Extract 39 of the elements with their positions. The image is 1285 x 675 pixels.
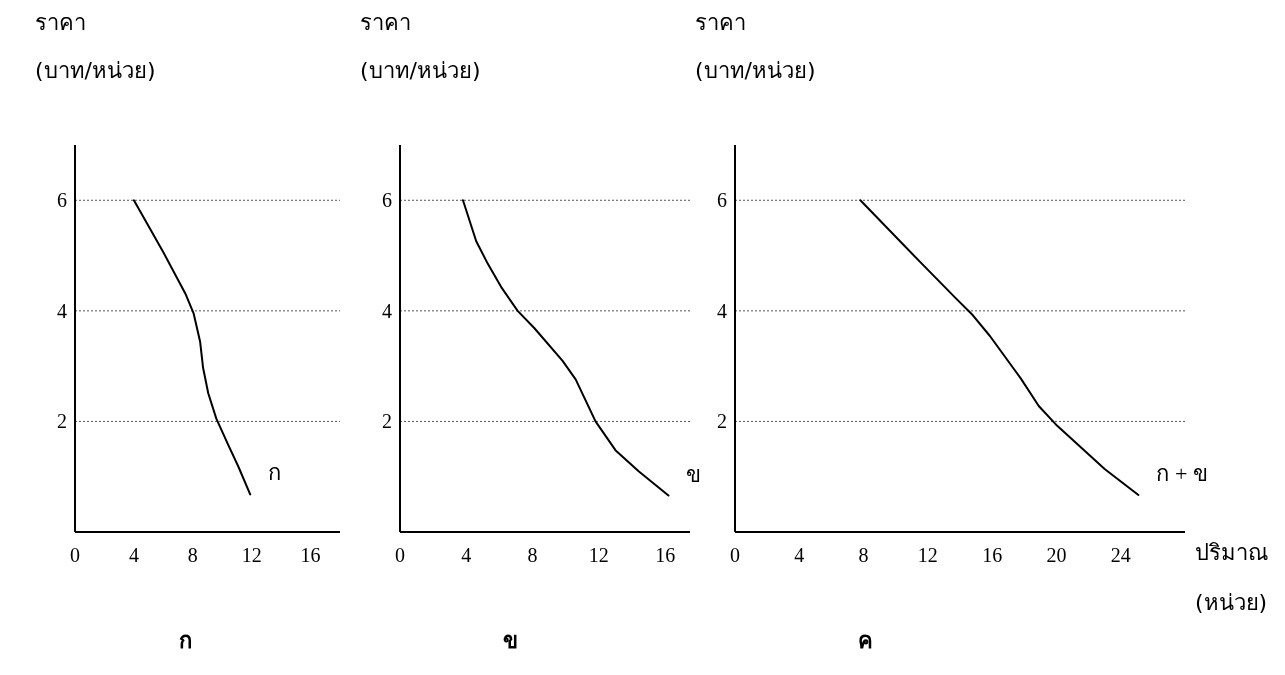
line-series [461,199,670,497]
series-label: ก + ข [1156,460,1208,486]
x-tick-label: 24 [1110,544,1131,566]
series-label: ก [268,460,282,486]
y-tick-label: 6 [57,189,67,212]
y-tick-label: 6 [717,189,727,212]
x-tick-label: 16 [300,544,321,566]
x-tick-label: 8 [527,544,538,566]
line-series [132,199,252,496]
text: ค [857,628,873,653]
x-tick-label: 4 [794,544,805,566]
y-axis-title: ราคา (บาท/หน่วย) [360,10,481,83]
x-tick-label: 4 [461,544,472,566]
x-tick-label: 8 [187,544,198,566]
y-tick-label: 2 [57,410,67,433]
x-axis-title: ปริมาณ (หน่วย) [1195,540,1268,615]
x-tick-label: 12 [588,544,609,566]
text: ก [178,628,192,653]
y-axis-title: ราคา (บาท/หน่วย) [35,10,156,83]
x-tick-label: 4 [128,544,139,566]
series-label: ข [686,461,702,487]
y-axis-title: ราคา (บาท/หน่วย) [695,10,816,83]
y-tick-label: 2 [717,410,727,433]
x-tick-label: 12 [241,544,262,566]
x-tick-label: 16 [982,544,1003,566]
y-tick-label: 6 [382,189,392,212]
x-tick-label: 0 [730,544,740,566]
y-tick-label: 4 [382,299,392,322]
x-tick-label: 0 [395,544,405,566]
text: ข [502,628,518,653]
line-series [859,199,1140,496]
x-tick-label: 16 [655,544,676,566]
y-tick-label: 4 [57,299,67,322]
y-tick-label: 4 [717,299,727,322]
x-tick-label: 20 [1046,544,1067,566]
x-tick-label: 0 [70,544,80,566]
x-tick-label: 8 [858,544,869,566]
y-tick-label: 2 [382,410,392,433]
x-tick-label: 12 [917,544,938,566]
